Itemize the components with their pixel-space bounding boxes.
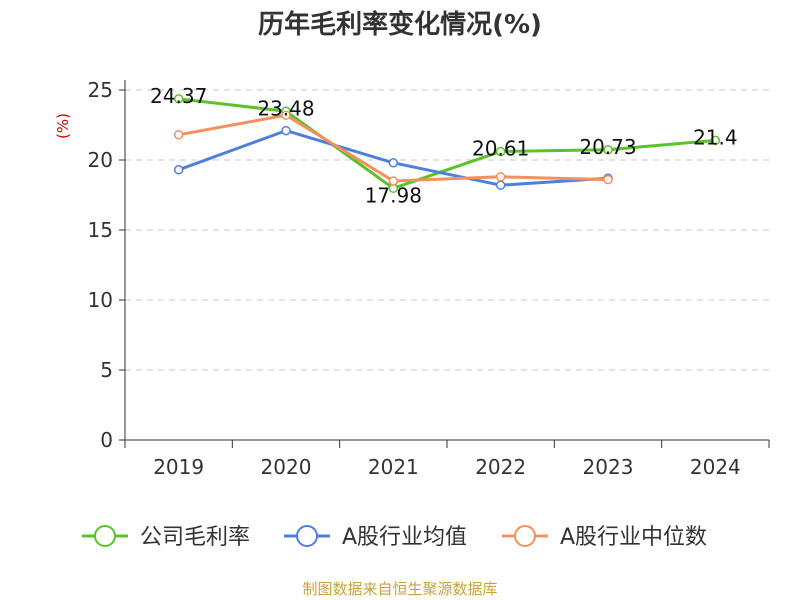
legend-marker-2	[514, 525, 536, 547]
y-tick-label-25: 25	[88, 78, 113, 102]
series-2-point-2020	[281, 110, 291, 120]
legend-label-1: A股行业均值	[342, 525, 467, 550]
series-1-point-2020	[281, 125, 291, 136]
legend-marker-0	[94, 525, 116, 547]
y-tick-label-20: 20	[88, 148, 113, 172]
series-2-point-2021	[388, 176, 399, 186]
legend-marker-1	[296, 525, 318, 547]
data-label-2024: 21.4	[693, 125, 738, 149]
data-labels: 24.37 23.48 17.98 20.61 20.73 21.4	[150, 84, 738, 207]
series-2-point-2022	[495, 172, 506, 182]
y-unit-label: (%)	[54, 113, 72, 139]
series-2-point-2019	[173, 130, 184, 140]
data-label-2019: 24.37	[150, 84, 207, 108]
series-line-0	[178, 97, 716, 190]
data-label-2021: 17.98	[365, 183, 422, 207]
x-tick-label-2019: 2019	[153, 455, 204, 479]
chart-title: 历年毛利率变化情况(%)	[258, 9, 542, 40]
series-line-2	[178, 113, 609, 183]
gridlines	[125, 89, 769, 371]
y-tick-label-15: 15	[88, 218, 113, 242]
y-tick-label-10: 10	[88, 288, 113, 312]
x-tick-label-2021: 2021	[368, 455, 419, 479]
data-label-2023: 20.73	[579, 135, 636, 159]
y-tick-label-0: 0	[100, 428, 113, 452]
series-1-point-2022	[495, 180, 506, 190]
series-1-point-2021	[388, 158, 399, 168]
x-tick-label-2020: 2020	[261, 455, 312, 479]
source-note: 制图数据来自恒生聚源数据库	[302, 580, 497, 598]
x-tick-label-2022: 2022	[475, 455, 526, 479]
series-0-point-2022	[495, 146, 506, 157]
legend: 公司毛利率 A股行业均值 A股行业中位数	[82, 525, 707, 550]
legend-label-2: A股行业中位数	[560, 525, 707, 550]
data-label-2020: 23.48	[257, 96, 314, 120]
series-1-point-2019	[173, 165, 184, 175]
series-lines	[173, 94, 721, 194]
legend-label-0: 公司毛利率	[140, 525, 250, 550]
x-tick-label-2023: 2023	[583, 455, 634, 479]
x-tick-label-2024: 2024	[690, 455, 741, 479]
series-2-point-2023	[603, 174, 613, 185]
axes: 0 5 10 15 20 25 2019 2020 2021 2022 2023 2024	[88, 78, 770, 479]
y-tick-label-5: 5	[100, 358, 113, 382]
series-0-point-2019	[173, 94, 184, 104]
data-label-2022: 20.61	[472, 136, 529, 160]
series-0-point-2023	[603, 145, 613, 155]
series-0-point-2024	[710, 135, 721, 146]
